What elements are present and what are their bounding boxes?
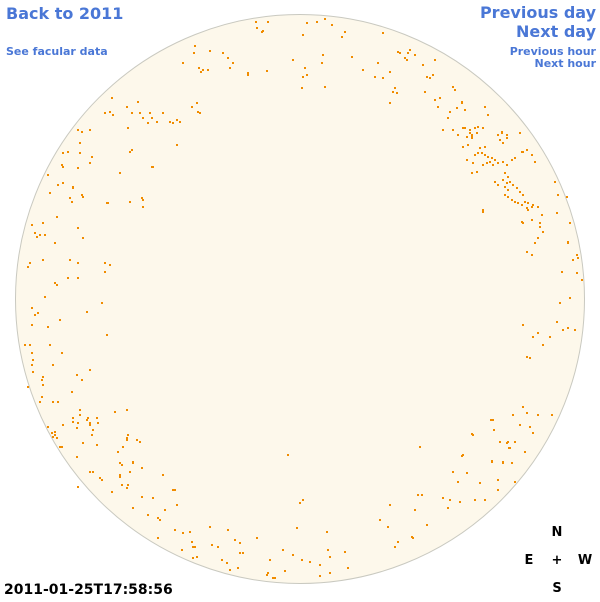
compass-center-cross: +: [551, 552, 563, 568]
next-hour-link[interactable]: Next hour: [534, 57, 597, 70]
observation-timestamp: 2011-01-25T17:58:56: [4, 582, 173, 598]
compass-west-label: W: [577, 552, 593, 568]
compass-rose: N E + W S: [515, 518, 599, 602]
day-navigation: Previous day Next day: [480, 3, 596, 41]
next-day-link[interactable]: Next day: [516, 22, 596, 41]
compass-north-label: N: [551, 524, 563, 540]
solar-disk: [15, 14, 585, 584]
hour-navigation: Previous hour Next hour: [510, 46, 596, 70]
back-to-year-link[interactable]: Back to 2011: [6, 4, 124, 23]
previous-day-link[interactable]: Previous day: [479, 3, 596, 22]
previous-hour-link[interactable]: Previous hour: [509, 45, 596, 58]
compass-east-label: E: [524, 552, 534, 568]
compass-south-label: S: [552, 580, 562, 596]
see-facular-data-link[interactable]: See facular data: [6, 45, 108, 58]
